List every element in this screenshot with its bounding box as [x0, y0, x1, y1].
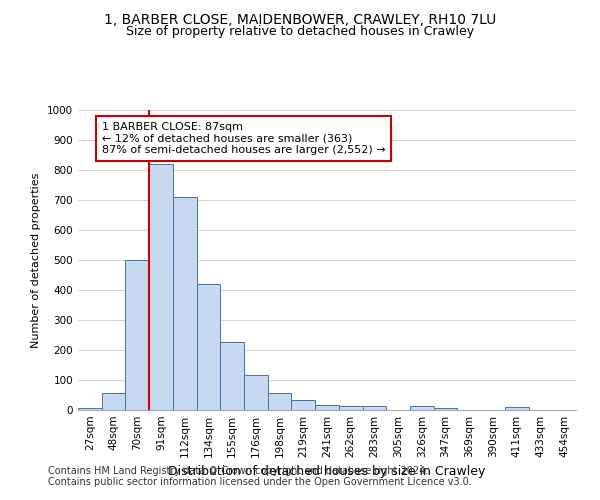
Bar [292, 400, 315, 410]
Text: Contains HM Land Registry data © Crown copyright and database right 2024.: Contains HM Land Registry data © Crown c… [48, 466, 428, 476]
Bar [78, 408, 102, 410]
Y-axis label: Number of detached properties: Number of detached properties [31, 172, 41, 348]
Bar [505, 407, 529, 410]
Bar [339, 406, 362, 410]
Bar [102, 392, 125, 410]
Bar [268, 393, 292, 410]
Text: 1 BARBER CLOSE: 87sqm
← 12% of detached houses are smaller (363)
87% of semi-det: 1 BARBER CLOSE: 87sqm ← 12% of detached … [102, 122, 385, 155]
Bar [410, 406, 434, 410]
Bar [315, 405, 339, 410]
Text: Size of property relative to detached houses in Crawley: Size of property relative to detached ho… [126, 25, 474, 38]
Bar [220, 342, 244, 410]
Bar [362, 406, 386, 410]
Bar [434, 408, 457, 410]
Bar [244, 374, 268, 410]
Text: Contains public sector information licensed under the Open Government Licence v3: Contains public sector information licen… [48, 477, 472, 487]
Bar [125, 260, 149, 410]
X-axis label: Distribution of detached houses by size in Crawley: Distribution of detached houses by size … [169, 466, 485, 478]
Bar [173, 197, 197, 410]
Bar [197, 284, 220, 410]
Bar [149, 164, 173, 410]
Text: 1, BARBER CLOSE, MAIDENBOWER, CRAWLEY, RH10 7LU: 1, BARBER CLOSE, MAIDENBOWER, CRAWLEY, R… [104, 12, 496, 26]
